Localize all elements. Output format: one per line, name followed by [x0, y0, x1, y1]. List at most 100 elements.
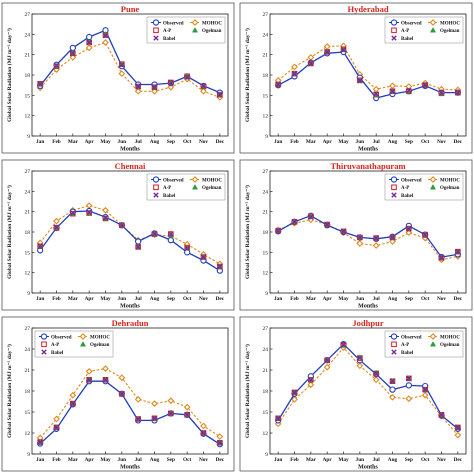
y-tick-label: 12: [25, 431, 31, 437]
y-tick-label: 24: [25, 32, 31, 38]
y-tick-label: 15: [263, 93, 269, 99]
x-tick-label: Jul: [373, 457, 381, 463]
data-point-bahel: [86, 209, 92, 216]
data-point-bahel: [422, 232, 428, 238]
data-point-mohoc: [118, 70, 126, 78]
legend-box: [384, 173, 464, 201]
x-tick-label: Dec: [454, 457, 463, 463]
data-point-bahel: [119, 62, 125, 68]
legend-entry-observed: Observed: [151, 19, 184, 26]
x-tick-label: Apr: [323, 457, 333, 463]
x-tick-label: Mar: [306, 457, 317, 463]
legend-label-observed: Observed: [51, 335, 72, 340]
legend: Observed MOHOC A-P Ogelman Bahel: [146, 173, 226, 201]
legend-label-bahel: Bahel: [163, 37, 176, 42]
legend-entry-ogelman: Ogelman: [429, 184, 460, 191]
data-point-bahel: [102, 32, 109, 39]
y-tick-label: 24: [263, 189, 269, 195]
data-point-bahel: [422, 82, 428, 88]
x-tick-label: Nov: [437, 457, 446, 463]
data-point-bahel: [217, 263, 223, 270]
x-tick-label: Aug: [388, 296, 398, 302]
data-point-bahel: [373, 91, 379, 97]
y-tick-label: 9: [27, 452, 30, 458]
data-point-bahel: [119, 222, 125, 228]
y-tick-label: 27: [25, 169, 31, 175]
y-tick-label: 9: [265, 291, 268, 297]
x-tick-label: Jun: [118, 139, 127, 145]
y-tick-label: 24: [263, 32, 269, 38]
data-point-mohoc: [134, 87, 142, 95]
y-tick-label: 9: [265, 134, 268, 140]
y-tick-label: 27: [263, 12, 269, 18]
x-tick-label: May: [100, 139, 111, 145]
data-point-bahel: [200, 254, 207, 260]
data-point-bahel: [308, 214, 314, 220]
series-bahel: [37, 377, 223, 446]
legend-marker-mohoc: [191, 19, 199, 26]
x-tick-label: Aug: [388, 457, 398, 463]
y-tick-label: 9: [27, 134, 30, 140]
legend-entry-bahel: Bahel: [153, 192, 176, 199]
x-tick-label: Dec: [454, 296, 463, 302]
x-tick-label: Jul: [135, 457, 143, 463]
data-point-mohoc: [200, 87, 207, 95]
data-point-bahel: [389, 88, 396, 94]
legend-marker-ogelman: [429, 341, 437, 347]
y-tick-label: 15: [263, 250, 269, 256]
legend-marker-mohoc: [429, 333, 437, 340]
legend-label-ogelman: Ogelman: [440, 343, 460, 348]
y-axis-label: Global Solar Radiation (MJ m⁻² day⁻¹): [244, 185, 251, 279]
x-tick-label: Mar: [306, 139, 317, 145]
data-point-bahel: [324, 49, 330, 55]
data-point-bahel: [275, 415, 281, 421]
data-point-mohoc: [421, 391, 429, 399]
x-tick-label: Jun: [356, 139, 365, 145]
x-tick-label: Oct: [183, 296, 191, 302]
legend-marker-bahel: [153, 35, 159, 41]
legend-box: [34, 330, 114, 358]
x-tick-label: Jan: [36, 296, 44, 302]
x-tick-label: Sep: [405, 457, 413, 463]
data-point-mohoc: [151, 400, 158, 407]
legend-marker-bahel: [391, 35, 397, 41]
data-point-mohoc: [69, 391, 77, 399]
x-axis-label: Months: [358, 147, 378, 153]
x-tick-label: Nov: [199, 296, 208, 302]
data-point-bahel: [184, 74, 190, 80]
legend-entry-mohoc: MOHOC: [428, 176, 460, 183]
series-bahel: [275, 47, 461, 97]
legend-label-mohoc: MOHOC: [202, 21, 222, 26]
data-point-observed: [167, 236, 174, 244]
x-tick-label: Apr: [323, 139, 333, 145]
legend-entry-ap: A-P: [153, 27, 171, 34]
data-point-mohoc: [372, 376, 380, 384]
data-point-bahel: [438, 412, 445, 418]
data-point-mohoc: [167, 397, 175, 405]
data-point-mohoc: [102, 365, 109, 372]
data-point-mohoc: [323, 363, 331, 371]
legend-label-observed: Observed: [401, 335, 422, 340]
x-tick-label: Jan: [274, 457, 282, 463]
legend-entry-observed: Observed: [39, 333, 72, 340]
data-point-bahel: [102, 215, 109, 221]
y-axis-label: Global Solar Radiation (MJ m⁻² day⁻¹): [244, 344, 251, 438]
x-tick-label: Dec: [216, 139, 225, 145]
y-tick-label: 18: [263, 389, 269, 395]
x-tick-label: Aug: [388, 139, 398, 145]
data-point-bahel: [455, 89, 461, 96]
legend-marker-bahel: [153, 192, 159, 198]
x-tick-label: Feb: [290, 139, 299, 145]
legend-label-ogelman: Ogelman: [202, 186, 222, 191]
data-point-bahel: [53, 224, 60, 230]
series-mohoc: [36, 365, 224, 442]
data-point-mohoc: [118, 374, 126, 382]
series-line-mohoc: [277, 45, 458, 91]
legend-marker-observed: [40, 333, 48, 340]
data-point-bahel: [151, 231, 158, 237]
x-tick-label: Nov: [437, 139, 446, 145]
x-tick-label: Mar: [68, 296, 79, 302]
y-tick-label: 21: [263, 210, 269, 216]
data-point-bahel: [324, 221, 330, 228]
